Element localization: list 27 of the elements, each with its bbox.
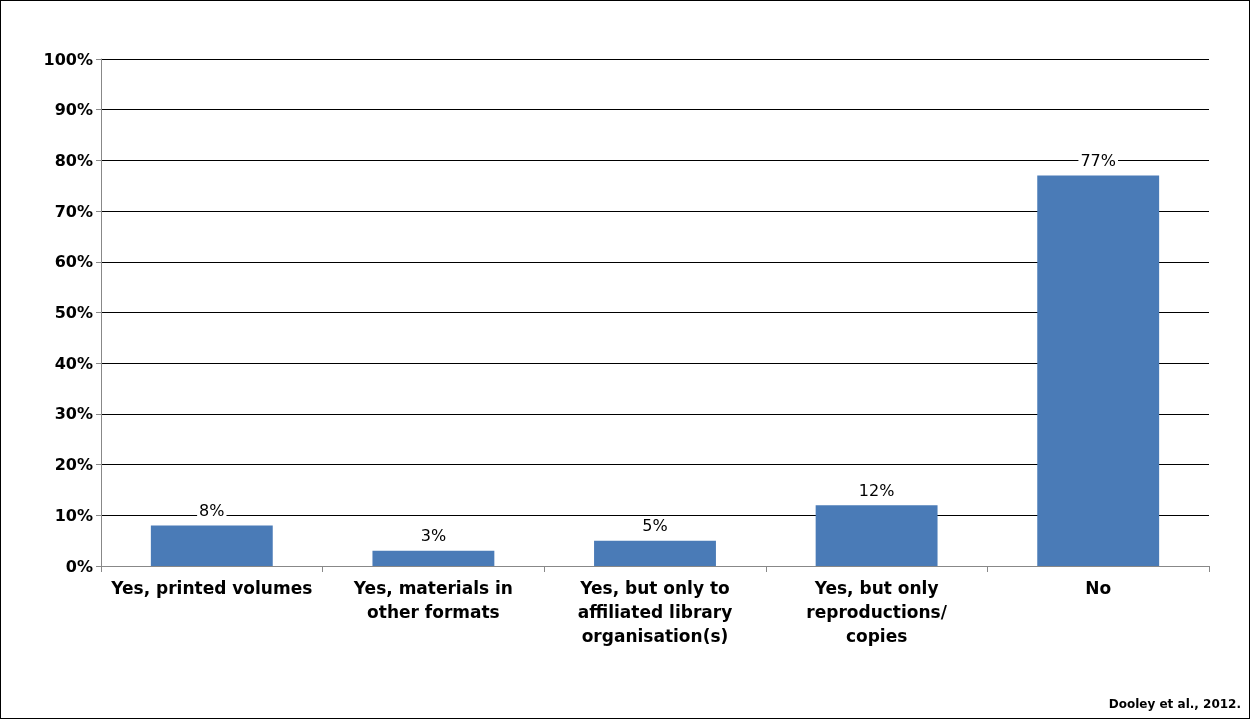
text: Dooley et al., 2012.	[1108, 697, 1241, 711]
y-tick-label: 80%	[54, 150, 93, 170]
x-tick-label: Yes, materials in other formats	[352, 578, 513, 622]
y-tick-label: 0%	[65, 556, 93, 576]
data-label: 12%	[858, 480, 895, 500]
y-tick-label: 10%	[54, 505, 93, 525]
y-tick-label: 90%	[54, 100, 93, 120]
bar	[372, 550, 495, 566]
data-label: 77%	[1080, 151, 1116, 171]
y-tick-label: 100%	[43, 49, 93, 69]
y-tick-label: 50%	[54, 303, 93, 322]
x-tick-label: Yes, but only to affiliated library organisation(s)	[577, 578, 733, 646]
data-label: 8%	[199, 500, 225, 520]
x-tick-label: No	[1085, 578, 1112, 598]
y-tick-label: 60%	[54, 252, 93, 272]
data-label: 3%	[420, 526, 447, 546]
y-tick-label: 40%	[54, 353, 93, 373]
y-tick-label: 20%	[54, 455, 93, 475]
x-tick-label: Yes, but only reproductions/ copies	[806, 578, 948, 646]
bar	[1037, 175, 1160, 566]
bar	[815, 505, 938, 566]
y-tick-label: 30%	[54, 404, 93, 424]
bar	[150, 525, 273, 566]
data-label: 5%	[642, 516, 668, 536]
y-tick-label: 70%	[54, 201, 93, 221]
bar	[594, 540, 716, 566]
x-tick-label: Yes, printed volumes	[110, 578, 313, 598]
